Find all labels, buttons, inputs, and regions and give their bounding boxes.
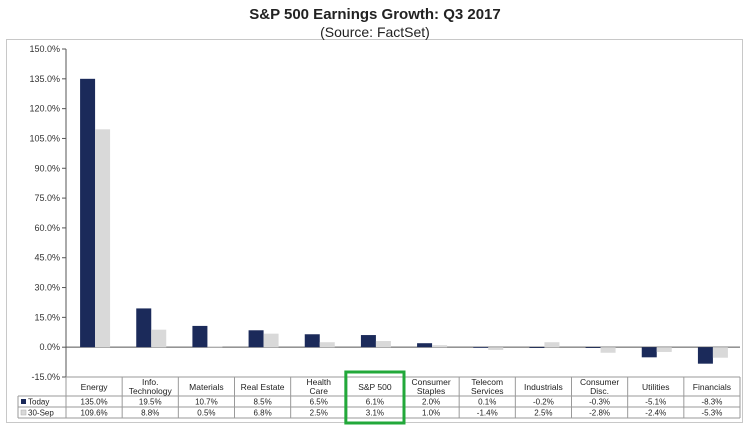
bar-30-sep xyxy=(488,347,504,350)
data-label: 2.5% xyxy=(310,409,328,418)
data-label: 10.7% xyxy=(195,398,218,407)
data-label: -5.1% xyxy=(645,398,666,407)
bar-today xyxy=(641,347,657,358)
data-label: -1.4% xyxy=(477,409,498,418)
data-label: 8.8% xyxy=(141,409,159,418)
category-label: Energy xyxy=(81,382,109,392)
bar-today xyxy=(529,347,545,348)
bar-today xyxy=(473,346,489,348)
bar-30-sep xyxy=(151,329,167,348)
data-label: -8.3% xyxy=(701,398,722,407)
data-label: 6.5% xyxy=(310,398,328,407)
legend-key-today xyxy=(21,399,26,404)
data-label: 6.1% xyxy=(366,398,384,407)
data-label: -2.8% xyxy=(589,409,610,418)
data-label: 6.8% xyxy=(253,409,271,418)
bar-30-sep xyxy=(319,342,335,348)
category-label: Staples xyxy=(417,386,445,396)
bar-30-sep xyxy=(656,347,672,352)
bar-today xyxy=(417,343,433,348)
bar-today xyxy=(585,347,601,348)
data-label: -2.4% xyxy=(645,409,666,418)
category-label: Health xyxy=(306,377,331,387)
category-label: Telecom xyxy=(471,377,503,387)
data-label: 109.6% xyxy=(81,409,108,418)
data-label: 0.5% xyxy=(197,409,215,418)
y-tick-label: -15.0% xyxy=(31,372,60,382)
y-tick-label: 90.0% xyxy=(34,163,60,173)
bar-today xyxy=(304,334,320,348)
bar-30-sep xyxy=(95,129,111,348)
legend-key-30-sep xyxy=(20,409,27,416)
highlight-box xyxy=(344,370,406,425)
data-label: -0.3% xyxy=(589,398,610,407)
bar-30-sep xyxy=(712,347,728,358)
chart-subtitle: (Source: FactSet) xyxy=(320,24,430,40)
category-label: Services xyxy=(471,386,504,396)
y-tick-label: 105.0% xyxy=(29,133,60,143)
category-label: Technology xyxy=(129,386,173,396)
legend-label: 30-Sep xyxy=(28,409,54,418)
y-tick-label: 150.0% xyxy=(29,44,60,54)
category-label: Industrials xyxy=(524,382,563,392)
data-label: -0.2% xyxy=(533,398,554,407)
bar-30-sep xyxy=(432,345,448,348)
category-label: Utilities xyxy=(642,382,669,392)
category-label: Info. xyxy=(142,377,159,387)
bar-30-sep xyxy=(544,342,560,348)
category-label: Financials xyxy=(693,382,731,392)
bar-today xyxy=(248,330,264,348)
data-label: 19.5% xyxy=(139,398,162,407)
category-label: Real Estate xyxy=(241,382,285,392)
category-label: S&P 500 xyxy=(358,382,392,392)
y-tick-label: 135.0% xyxy=(29,74,60,84)
y-tick-label: 0.0% xyxy=(39,342,60,352)
data-label: 2.0% xyxy=(422,398,440,407)
category-label: Consumer xyxy=(411,377,450,387)
bar-30-sep xyxy=(375,341,391,348)
legend-label: Today xyxy=(28,398,49,407)
y-tick-label: 15.0% xyxy=(34,312,60,322)
data-label: 2.5% xyxy=(534,409,552,418)
y-tick-label: 75.0% xyxy=(34,193,60,203)
y-tick-label: 45.0% xyxy=(34,253,60,263)
data-label: 0.1% xyxy=(478,398,496,407)
data-label: 1.0% xyxy=(422,409,440,418)
y-tick-label: 120.0% xyxy=(29,104,60,114)
category-label: Consumer xyxy=(580,377,619,387)
bar-today xyxy=(697,347,713,364)
data-label: -5.3% xyxy=(701,409,722,418)
bar-today xyxy=(80,78,96,348)
data-label: 135.0% xyxy=(81,398,108,407)
bar-30-sep xyxy=(263,333,279,348)
bar-30-sep xyxy=(207,346,223,348)
bar-today xyxy=(192,325,208,348)
category-label: Care xyxy=(310,386,329,396)
category-label: Materials xyxy=(189,382,223,392)
bar-30-sep xyxy=(600,347,616,353)
chart-title: S&P 500 Earnings Growth: Q3 2017 xyxy=(249,6,501,23)
data-label: 8.5% xyxy=(253,398,271,407)
bar-today xyxy=(136,308,152,348)
category-label: Disc. xyxy=(590,386,609,396)
bar-today xyxy=(360,335,376,348)
y-tick-label: 30.0% xyxy=(34,283,60,293)
data-label: 3.1% xyxy=(366,409,384,418)
y-tick-label: 60.0% xyxy=(34,223,60,233)
